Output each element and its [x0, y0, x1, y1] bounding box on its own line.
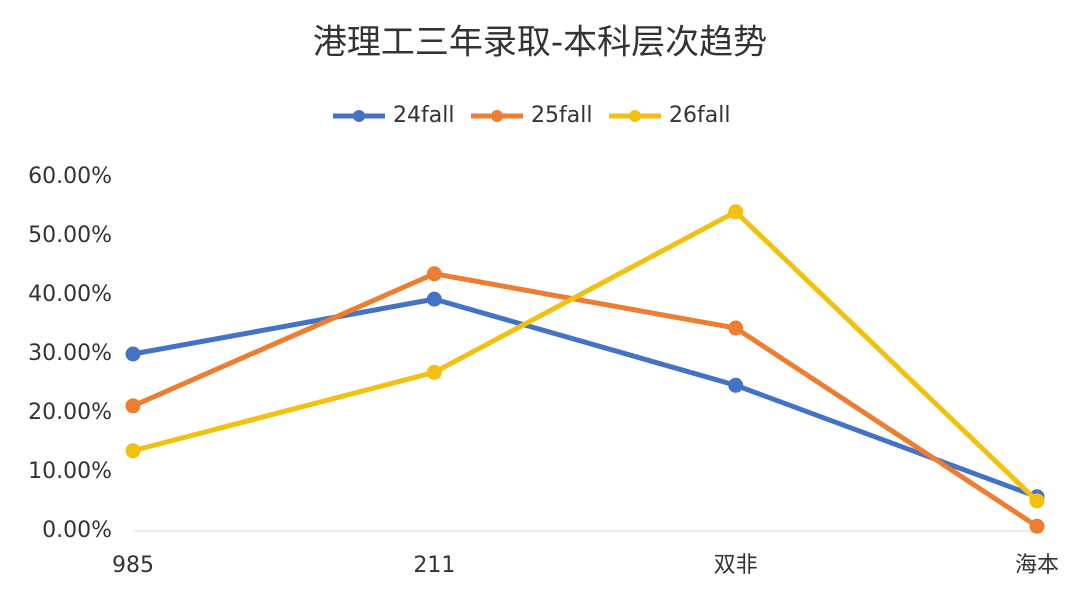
- data-point: [728, 377, 744, 393]
- data-point: [426, 291, 442, 307]
- legend-label: 25fall: [531, 103, 592, 128]
- y-tick-label: 20.00%: [28, 400, 112, 425]
- x-tick-label: 双非: [714, 553, 758, 578]
- data-point: [1029, 493, 1045, 509]
- series-line: [131, 271, 1039, 529]
- data-point: [125, 443, 141, 459]
- y-tick-label: 10.00%: [28, 459, 112, 484]
- legend-marker: [353, 110, 365, 122]
- chart-title: 港理工三年录取-本科层次趋势: [313, 23, 767, 63]
- series-line: [132, 209, 1039, 503]
- legend-label: 24fall: [393, 103, 454, 128]
- data-point: [426, 364, 442, 380]
- y-tick-label: 60.00%: [28, 164, 112, 189]
- legend-marker: [629, 110, 641, 122]
- x-tick-label: 211: [413, 553, 455, 578]
- data-point: [728, 320, 744, 336]
- x-tick-label: 海本: [1015, 553, 1059, 578]
- series-line: [132, 296, 1038, 500]
- legend-marker: [491, 110, 503, 122]
- data-point: [1029, 518, 1045, 534]
- y-tick-label: 50.00%: [28, 223, 112, 248]
- y-tick-label: 0.00%: [42, 518, 112, 543]
- data-point: [125, 398, 141, 414]
- y-tick-label: 40.00%: [28, 282, 112, 307]
- data-point: [426, 266, 442, 282]
- x-tick-label: 985: [112, 553, 154, 578]
- y-tick-label: 30.00%: [28, 341, 112, 366]
- legend-label: 26fall: [669, 103, 730, 128]
- data-point: [125, 346, 141, 362]
- data-point: [728, 204, 744, 220]
